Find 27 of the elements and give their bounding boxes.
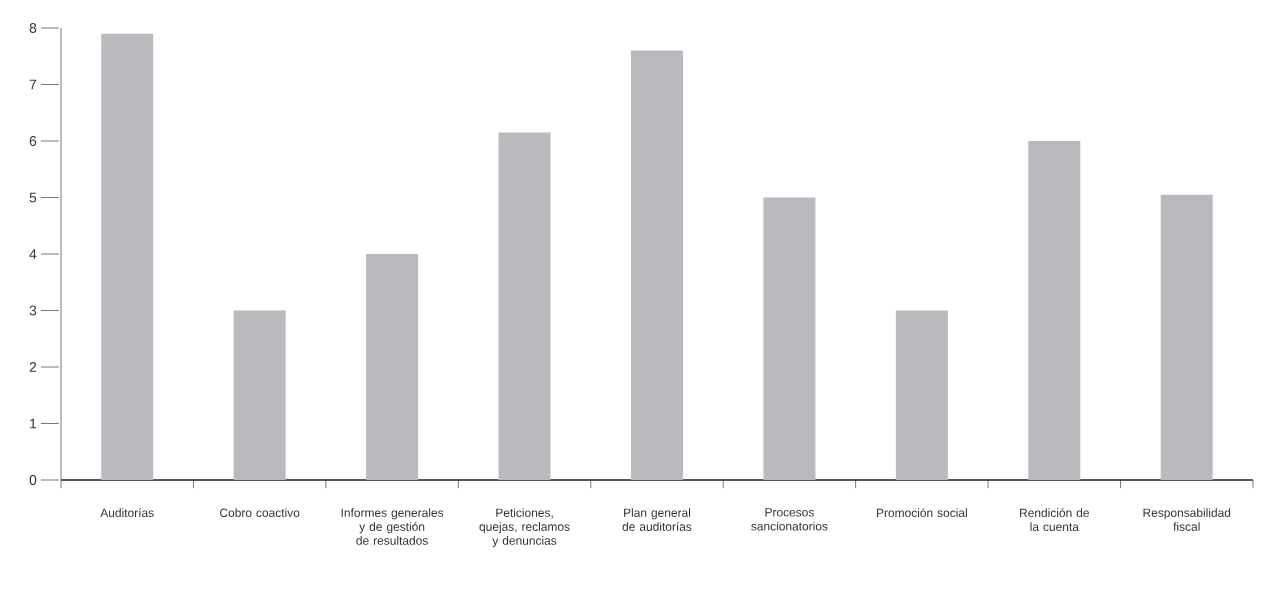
- y-tick-label: 7: [29, 79, 37, 90]
- x-tick-label: Responsabilidad fiscal: [1143, 508, 1231, 531]
- y-tick-label: 6: [29, 136, 37, 146]
- bar: [1160, 194, 1213, 480]
- y-tick-label: 4: [29, 249, 37, 259]
- bar: [498, 132, 551, 480]
- y-tick-label: 3: [29, 305, 37, 316]
- y-tick-label: 2: [29, 362, 37, 372]
- bar: [895, 310, 948, 480]
- bar: [1028, 141, 1081, 480]
- x-tick-label: Procesos sancionatorios: [751, 508, 828, 531]
- y-tick-label: 8: [29, 23, 37, 33]
- bar: [763, 197, 816, 480]
- bar: [101, 33, 154, 480]
- x-tick-label: Cobro coactivo: [220, 508, 300, 517]
- y-tick-label: 1: [30, 418, 37, 429]
- x-tick-label: Informes generales y de gestión de resultados: [341, 508, 444, 545]
- bar: [366, 254, 419, 480]
- y-tick-label: 5: [29, 192, 37, 203]
- x-tick-label: Plan general de auditorías: [622, 508, 692, 531]
- x-tick-label: Promoción social: [876, 508, 967, 518]
- x-tick-label: Rendición de la cuenta: [1020, 508, 1089, 532]
- x-tick-label: Peticiones, quejas, reclamos y denuncias: [479, 508, 570, 548]
- bar: [233, 310, 286, 480]
- bar: [630, 50, 683, 480]
- x-tick-label: Auditorías: [100, 508, 154, 518]
- y-tick-label: 0: [29, 475, 37, 485]
